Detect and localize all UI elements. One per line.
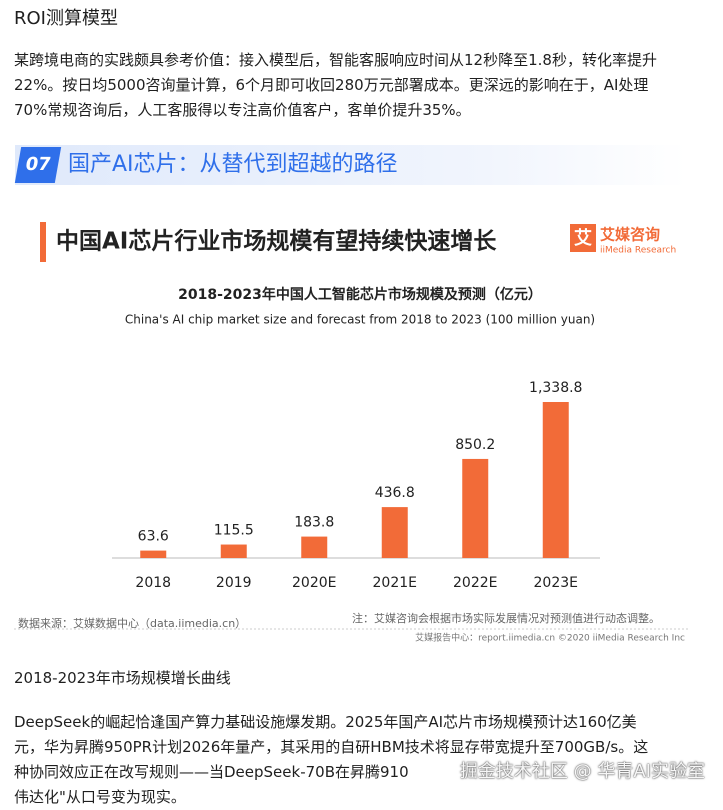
value-label: 436.8 [375,485,415,501]
x-tick-label: 2019 [216,575,252,591]
bar [140,550,167,558]
accent-bar [40,222,46,262]
paragraph-line: DeepSeek的崛起恰逢国产算力基础设施爆发期。2025年国产AI芯片市场规模… [14,713,637,731]
paragraph-line: 某跨境电商的实践颇具参考价值：接入模型后，智能客服响应时间从12秒降至1.8秒，… [14,51,657,69]
source: 数据来源：艾媒数据中心（data.iimedia.cn） [18,616,246,630]
caption: 2018-2023年市场规模增长曲线 [14,669,231,687]
x-tick-label: 2018 [135,575,171,591]
note: 注：艾媒咨询会根据市场实际发展情况对预测值进行动态调整。 [352,611,660,625]
figure: 中国AI芯片行业市场规模有望持续快速增长 艾 艾媒咨询 iiMedia Rese… [14,222,690,644]
watermark: 掘金技术社区 @ 华青AI实验室 [459,761,705,782]
x-tick-label: 2021E [373,575,417,591]
bar [220,544,247,558]
value-label: 63.6 [138,529,169,545]
value-label: 850.2 [455,437,495,453]
paragraph-line: 70%常规咨询后，人工客服得以专注高价值客户，客单价提升35%。 [14,101,471,119]
paragraph-line: 伟达化"从口号变为现实。 [14,788,186,806]
brand: 艾媒咨询 [600,226,660,244]
brand-en: iiMedia Research [600,246,676,256]
chart-subtitle: China's AI chip market size and forecast… [125,313,595,327]
value-label: 1,338.8 [529,380,582,396]
bar [462,458,489,558]
x-tick-label: 2023E [534,575,578,591]
footer: 艾媒报告中心：report.iimedia.cn ©2020 iiMedia R… [415,632,685,644]
heading: ROI测算模型 [14,8,118,29]
value-label: 115.5 [214,523,254,539]
bar [542,402,569,558]
logo: 艾 [574,227,592,249]
x-tick-label: 2022E [453,575,497,591]
section-title: 国产AI芯片：从替代到超越的路径 [68,152,398,177]
section-banner [15,145,687,185]
chart-title: 2018-2023年中国人工智能芯片市场规模及预测（亿元） [178,286,542,303]
bar [301,536,328,558]
paragraph-line: 22%。按日均5000咨询量计算，6个月即可收回280万元部署成本。更深远的影响… [14,76,649,94]
figure-headline: 中国AI芯片行业市场规模有望持续快速增长 [56,228,497,255]
paragraph-line: 种协同效应正在改写规则——当DeepSeek-70B在昇腾910 [14,763,409,781]
x-tick-label: 2020E [292,575,336,591]
paragraph-line: 元，华为昇腾950PR计划2026年量产，其采用的自研HBM技术将显存带宽提升至… [14,738,649,756]
bar [381,507,408,558]
section-number: 07 [14,147,62,183]
value-label: 183.8 [294,515,334,531]
logo-box [570,224,596,252]
